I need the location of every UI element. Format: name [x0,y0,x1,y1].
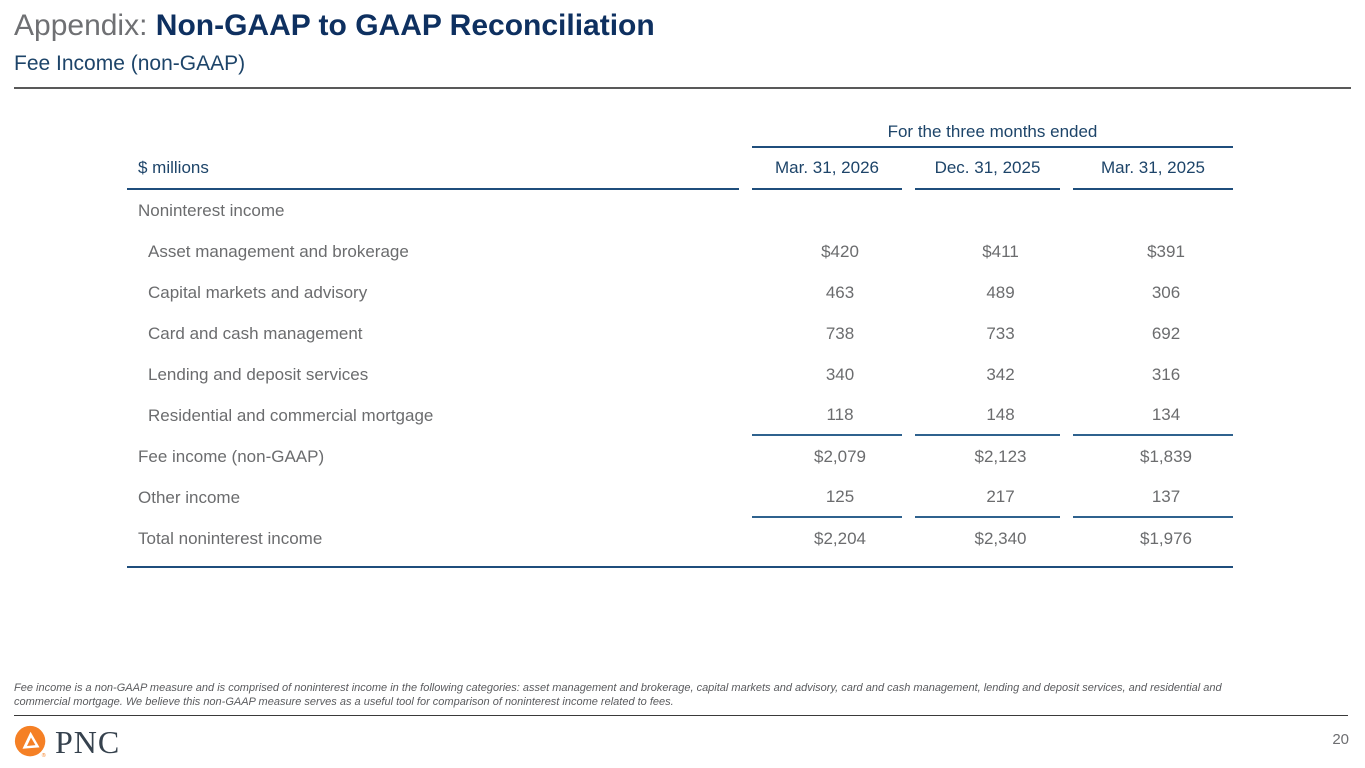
row-value: 342 [986,364,1015,384]
row-label: Capital markets and advisory [148,282,368,302]
title-divider [14,87,1351,89]
table-row: Card and cash management 738 733 692 [127,313,1233,354]
page-title: Appendix: Non-GAAP to GAAP Reconciliatio… [14,8,655,44]
row-label: Total noninterest income [138,528,323,548]
row-value: 316 [1151,364,1181,384]
pnc-wordmark: PNC [55,724,121,760]
row-value: 118 [752,395,902,436]
page-title-main: Non-GAAP to GAAP Reconciliation [155,9,655,42]
table-row: Residential and commercial mortgage 118 14… [127,395,1233,436]
table-row: Lending and deposit services 340 342 316 [127,354,1233,395]
row-label: Other income [138,487,241,507]
row-label: Card and cash management [148,323,363,343]
row-label: Noninterest income [138,200,285,220]
row-value [752,190,902,231]
table-row: Capital markets and advisory 463 489 306 [127,272,1233,313]
footer-divider [14,715,1348,716]
table-row: Noninterest income [127,190,1233,231]
row-value: 340 [825,364,855,384]
column-header-2: Dec. 31, 2025 [915,148,1060,190]
row-value: $1,839 [1140,446,1192,466]
table-bottom-rule [127,559,1233,568]
row-value: $411 [982,241,1019,261]
svg-text:®: ® [42,752,46,759]
row-value: $2,204 [814,528,866,548]
table-row: Total noninterest income $2,204 $2,340 $1,9… [127,518,1233,559]
pnc-logo-icon: ® [14,725,46,759]
row-value: $420 [821,241,859,261]
page-number: 20 [1332,731,1349,748]
row-value: 463 [825,282,855,302]
reconciliation-table: For the three months ended $ millions Ma… [127,116,1233,568]
row-value: 306 [1151,282,1181,302]
row-value: 738 [825,323,855,343]
table-row: Asset management and brokerage $420 $411 $3… [127,231,1233,272]
period-header: For the three months ended [752,122,1233,148]
period-header-row: For the three months ended [127,116,1233,148]
row-label: Fee income (non-GAAP) [138,446,325,466]
row-label: Residential and commercial mortgage [148,405,434,425]
row-value: 217 [915,477,1060,518]
table-row: Fee income (non-GAAP) $2,079 $2,123 $1,839 [127,436,1233,477]
row-value [1073,190,1233,231]
row-value: 148 [915,395,1060,436]
column-header-row: $ millions Mar. 31, 2026 Dec. 31, 2025 M… [127,148,1233,190]
table-row: Other income 125 217 137 [127,477,1233,518]
row-value: $2,340 [974,528,1027,548]
row-label: Lending and deposit services [148,364,369,384]
row-value: $1,976 [1140,528,1192,548]
row-value: $2,079 [814,446,866,466]
units-label: $ millions [127,148,739,190]
column-header-1: Mar. 31, 2026 [752,148,902,190]
table-body: Noninterest income Asset management and b… [127,190,1233,559]
row-value: 137 [1073,477,1233,518]
row-value: 134 [1073,395,1233,436]
row-value [915,190,1060,231]
row-value: 692 [1151,323,1181,343]
row-value: $391 [1147,241,1185,261]
row-value: 125 [752,477,902,518]
row-value: 489 [986,282,1015,302]
page-subtitle: Fee Income (non-GAAP) [14,52,246,75]
row-label: Asset management and brokerage [148,241,409,261]
column-header-3: Mar. 31, 2025 [1073,148,1233,190]
row-value: $2,123 [974,446,1027,466]
page-title-prefix: Appendix: [14,9,156,42]
pnc-logo: ® PNC [14,725,120,759]
footnote: Fee income is a non-GAAP measure and is … [14,682,1222,708]
row-value: 733 [986,323,1015,343]
